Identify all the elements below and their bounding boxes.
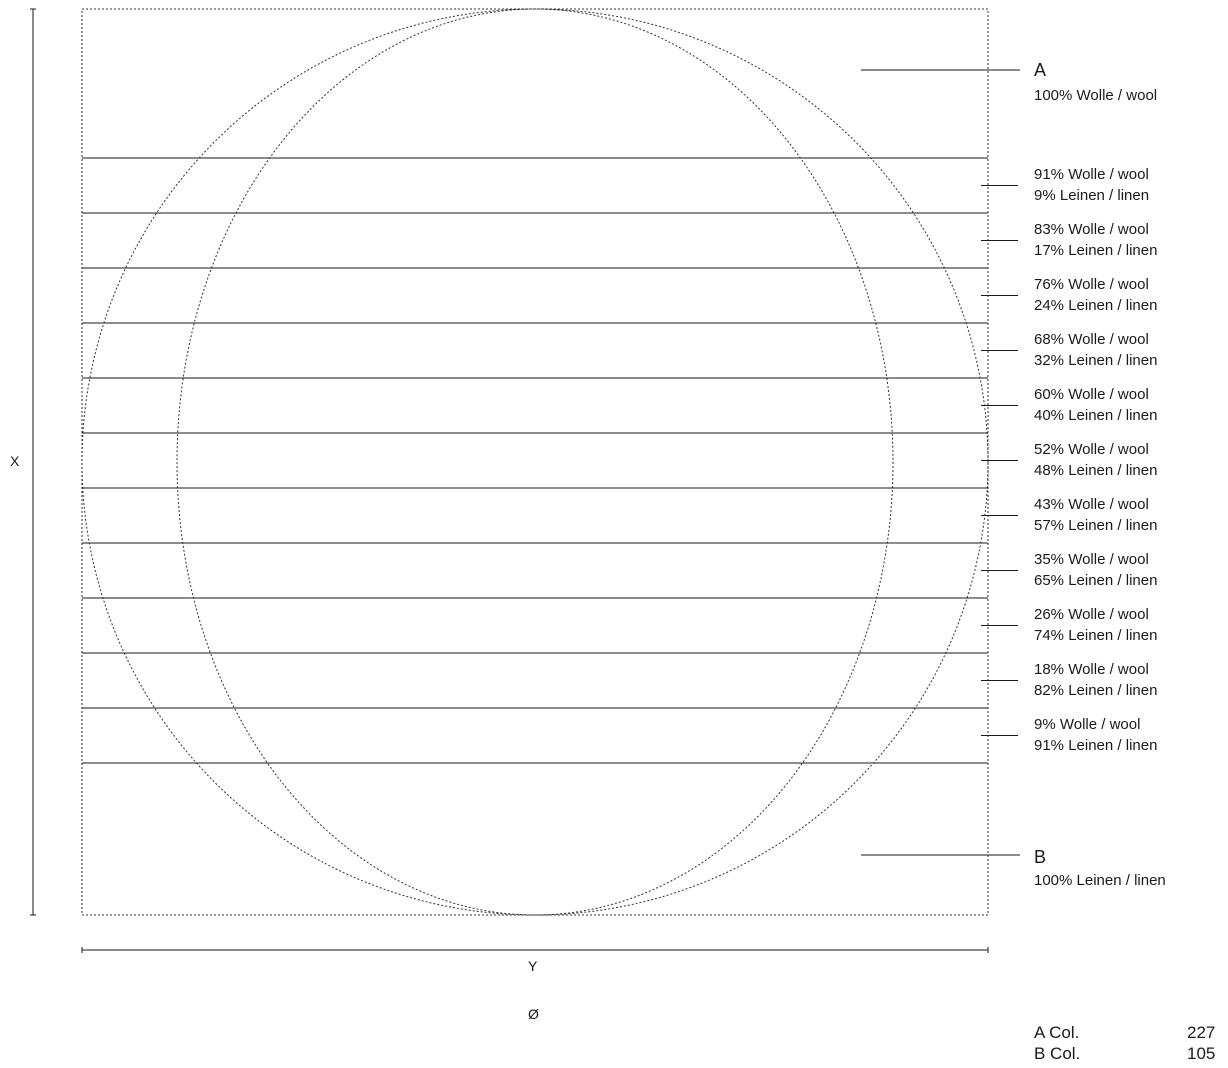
band-linen-label: 65% Leinen / linen: [1034, 571, 1158, 589]
band-linen-label: 74% Leinen / linen: [1034, 626, 1158, 644]
color-row-a-label: A Col.: [1034, 1023, 1080, 1042]
band-wool-label: 83% Wolle / wool: [1034, 220, 1149, 238]
band-wool-label: 18% Wolle / wool: [1034, 660, 1149, 678]
color-row-b-label: B Col.: [1034, 1044, 1081, 1063]
band-wool-label: 35% Wolle / wool: [1034, 550, 1149, 568]
band-linen-label: 24% Leinen / linen: [1034, 296, 1158, 314]
color-row-a-value: 227: [1187, 1023, 1216, 1042]
band-linen-label: 91% Leinen / linen: [1034, 736, 1158, 754]
zone-b-composition: 100% Leinen / linen: [1034, 872, 1166, 889]
band-lines: [82, 157, 988, 764]
band-linen-label: 40% Leinen / linen: [1034, 406, 1158, 424]
band-linen-label: 9% Leinen / linen: [1034, 186, 1150, 204]
band-linen-label: 17% Leinen / linen: [1034, 241, 1158, 259]
x-axis-label: X: [10, 453, 20, 469]
circle-outline: [81, 8, 989, 916]
zone-b-letter: B: [1034, 847, 1047, 867]
band-wool-label: 76% Wolle / wool: [1034, 275, 1149, 293]
zone-a-letter: A: [1034, 60, 1047, 80]
y-axis-label: Y: [528, 958, 538, 974]
leader-lines: [861, 69, 1020, 856]
band-wool-label: 91% Wolle / wool: [1034, 165, 1149, 183]
band-linen-label: 57% Leinen / linen: [1034, 516, 1158, 534]
band-wool-label: 68% Wolle / wool: [1034, 330, 1149, 348]
zone-a-composition: 100% Wolle / wool: [1034, 87, 1158, 104]
band-wool-label: 52% Wolle / wool: [1034, 440, 1149, 458]
diameter-label: Ø: [528, 1006, 539, 1022]
oval-outline: [176, 8, 894, 916]
band-linen-label: 48% Leinen / linen: [1034, 461, 1158, 479]
band-wool-label: 26% Wolle / wool: [1034, 605, 1149, 623]
outer-square-outline: [81, 8, 989, 916]
band-wool-label: 43% Wolle / wool: [1034, 495, 1149, 513]
band-wool-label: 60% Wolle / wool: [1034, 385, 1149, 403]
color-row-b-value: 105: [1187, 1044, 1216, 1063]
band-linen-label: 82% Leinen / linen: [1034, 681, 1158, 699]
band-linen-label: 32% Leinen / linen: [1034, 351, 1158, 369]
band-wool-label: 9% Wolle / wool: [1034, 715, 1141, 733]
